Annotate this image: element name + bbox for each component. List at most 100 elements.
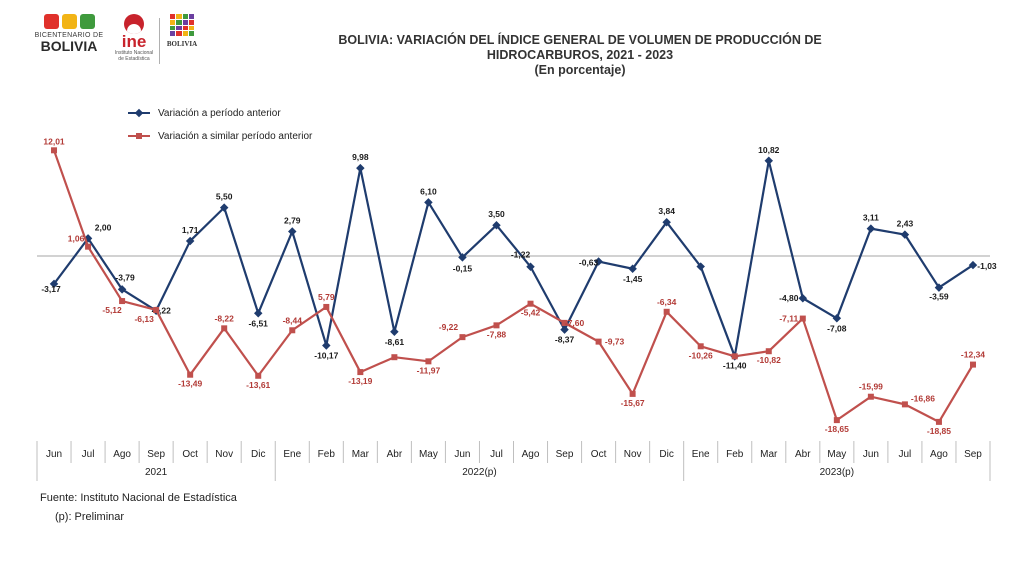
data-label: 1,06 [68,234,85,244]
data-label: -6,34 [657,297,677,307]
data-label: 3,11 [863,213,879,223]
series-line-similar-periodo [52,149,974,423]
ine-word: ine [121,32,147,51]
category-label: May [419,449,438,460]
data-label: -8,22 [215,313,235,323]
category-label: Ago [113,449,131,460]
data-label: -6,51 [249,318,269,328]
preliminary-note: (p): Preliminar [55,511,125,523]
data-point [391,354,398,361]
data-point [935,418,942,425]
data-label: 2,00 [95,222,112,232]
data-label: -7,60 [565,318,585,328]
category-label: Oct [591,449,607,460]
ine-subtitle: Instituto Nacional de Estadística [114,50,154,62]
data-point [288,227,297,236]
data-point [49,279,59,289]
data-label: -3,79 [115,272,135,282]
data-label: -7,11 [779,314,798,324]
legend-item-periodo-anterior: Variación a período anterior [128,104,312,122]
category-label: Jul [490,449,503,460]
category-label: Oct [182,449,198,460]
data-label: -8,44 [283,315,303,325]
bicentenario-big-text: BOLIVIA [40,38,98,54]
data-label: -6,22 [151,306,171,316]
data-point [356,163,365,173]
data-label: -8,61 [385,337,405,347]
year-group-label: 2023(p) [820,467,854,478]
chart-subtitle: (En porcentaje) [534,63,626,77]
data-point [322,341,331,350]
data-label: -1,45 [623,274,643,284]
data-label: 1,71 [182,225,199,235]
data-label: -10,82 [757,355,781,365]
category-label: Mar [352,449,370,460]
data-label: -9,73 [605,337,625,347]
data-point [357,369,364,376]
chart-title-block: BOLIVIA: VARIACIÓN DEL ÍNDICE GENERAL DE… [230,33,930,78]
data-point [219,203,229,212]
data-point [117,285,127,294]
data-point [697,343,704,350]
category-label: Feb [726,449,744,460]
data-label: -0,63 [579,258,599,268]
data-label: -18,85 [927,426,951,436]
data-point [696,262,705,271]
data-point [526,262,535,271]
data-label: -13,19 [348,376,372,386]
data-point [833,417,840,424]
data-point [561,319,568,326]
data-point [867,393,874,400]
data-label: -8,37 [555,335,575,345]
data-point [628,264,637,274]
ine-logo: ine Instituto Nacional de Estadística [114,14,154,68]
series-line-periodo-anterior [53,159,974,358]
data-point [832,314,842,323]
data-label: -12,34 [961,350,985,360]
data-label: -10,17 [314,350,338,360]
category-label: Sep [147,449,165,460]
data-label: -10,26 [689,350,713,360]
estado-word: BOLIVIA [166,40,198,48]
data-point [459,334,466,341]
data-point [85,243,92,250]
data-label: -3,17 [41,284,61,294]
category-label: Ago [522,449,540,460]
chart-title-line1: BOLIVIA: VARIACIÓN DEL ÍNDICE GENERAL DE… [338,33,822,47]
data-label: -13,49 [178,379,202,389]
category-label: Abr [795,449,811,460]
category-label: May [827,449,846,460]
data-label: -5,12 [102,305,122,315]
data-point [153,306,160,313]
data-point [458,253,467,262]
data-label: 3,50 [488,209,505,219]
data-point [594,257,603,266]
data-label: -5,42 [521,308,541,318]
data-point [934,283,944,292]
legend-item-similar-periodo: Variación a similar período anterior [128,127,312,145]
category-label: Jul [899,449,912,460]
category-label: Jul [82,449,95,460]
legend-label-similar-periodo: Variación a similar período anterior [158,130,313,142]
source-note: Fuente: Instituto Nacional de Estadístic… [40,492,237,504]
category-label: Nov [215,449,233,460]
data-label: 2,79 [284,215,301,225]
category-label: Dic [659,449,673,460]
data-label: -3,59 [929,292,949,302]
data-label: -18,65 [825,424,849,434]
legend-swatch-red [128,132,150,139]
category-label: Abr [387,449,403,460]
data-point [289,327,296,334]
data-label: -9,22 [439,322,459,332]
data-point [968,260,978,270]
category-label: Ago [930,449,948,460]
data-label: 9,98 [352,152,369,162]
legend: Variación a período anterior Variación a… [128,104,312,150]
data-point [253,309,263,318]
data-point [425,358,432,365]
bicentenario-emblem-icon [30,14,108,29]
data-point [493,322,500,329]
category-label: Mar [760,449,778,460]
data-label: 6,10 [420,186,437,196]
data-point [51,147,58,154]
